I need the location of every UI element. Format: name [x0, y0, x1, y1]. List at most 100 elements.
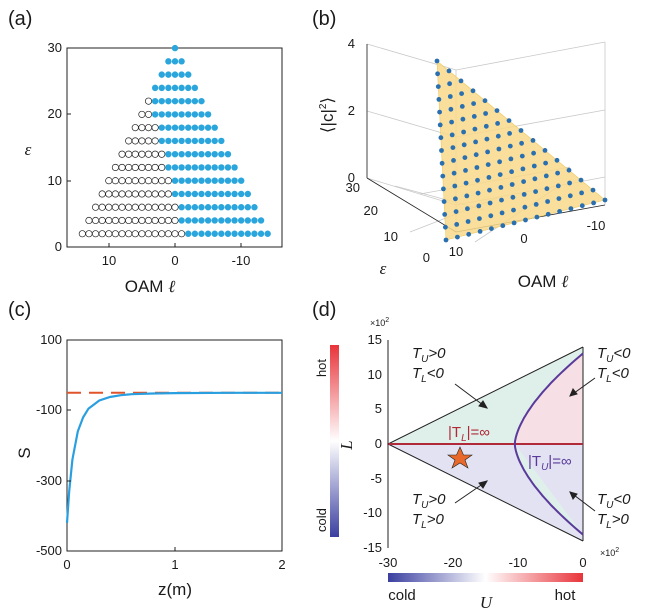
a-point-filled	[204, 204, 212, 211]
b-point	[447, 81, 452, 87]
a-point-filled	[158, 71, 165, 78]
a-point-filled	[211, 164, 218, 171]
b-ztick-4: 4	[348, 36, 355, 51]
a-point-filled	[178, 71, 185, 78]
a-point-filled	[204, 190, 212, 198]
a-point-filled	[264, 230, 271, 237]
d-region-label-ur-2: TL<0	[597, 365, 629, 385]
a-point-open	[144, 163, 153, 171]
b-point	[451, 170, 457, 176]
b-point	[472, 126, 478, 132]
c-xlabel: z(m)	[158, 580, 192, 599]
a-point-open	[78, 230, 86, 238]
a-point-filled	[257, 217, 265, 224]
a-point-filled	[185, 190, 192, 198]
a-point-open	[131, 177, 139, 185]
a-point-open	[144, 150, 153, 158]
b-point	[477, 216, 482, 222]
b-point	[450, 145, 456, 151]
a-point-open	[158, 216, 166, 225]
b-point	[555, 183, 561, 189]
a-point-open	[105, 216, 113, 225]
a-point-open	[105, 230, 113, 238]
a-point-filled	[191, 97, 199, 105]
a-point-open	[125, 203, 133, 211]
b-point	[455, 234, 460, 240]
a-point-filled	[211, 177, 218, 184]
d-region-label-lr-2: TL>0	[597, 511, 629, 531]
b-point	[465, 206, 470, 212]
a-point-open	[92, 203, 100, 211]
d-region-label-lr-1: TU<0	[597, 491, 631, 511]
a-point-filled	[165, 150, 172, 158]
a-point-open	[151, 203, 159, 211]
d-region-lower-right	[514, 444, 583, 535]
a-ytick-20: 20	[48, 106, 62, 121]
b-ytick-0: 0	[423, 250, 430, 265]
b-point	[435, 71, 440, 77]
a-point-open	[158, 150, 166, 158]
b-point	[471, 114, 477, 119]
a-point-filled	[251, 217, 258, 224]
b-point	[519, 153, 525, 159]
b-ztick-0: 0	[348, 170, 355, 185]
a-point-open	[158, 230, 166, 238]
b-point	[475, 177, 480, 183]
a-point-filled	[204, 137, 212, 145]
a-point-open	[118, 177, 126, 185]
a-point-filled	[224, 230, 232, 237]
a-point-open	[111, 177, 119, 185]
a-point-open	[138, 137, 146, 145]
a-point-filled	[178, 164, 185, 171]
d-ytick-m10: -10	[363, 505, 382, 520]
a-point-filled	[158, 124, 165, 131]
a-point-filled	[218, 204, 225, 211]
b-point	[520, 166, 526, 172]
b-point	[488, 213, 494, 219]
b-point	[485, 149, 490, 155]
a-point-filled	[191, 230, 199, 237]
a-point-filled	[171, 58, 179, 65]
a-point-filled	[238, 177, 245, 184]
a-point-filled	[158, 111, 165, 118]
a-point-filled	[211, 190, 218, 198]
a-point-filled	[171, 190, 179, 198]
b-point	[446, 68, 452, 74]
a-point-filled	[178, 111, 185, 118]
a-point-open	[85, 230, 93, 238]
a-point-filled	[191, 124, 199, 131]
a-point-filled	[185, 84, 192, 92]
b-point	[494, 108, 500, 113]
d-colorbar-horizontal	[388, 573, 583, 582]
a-point-open	[151, 137, 159, 145]
a-point-filled	[185, 71, 192, 78]
b-point	[449, 132, 455, 138]
b-point	[495, 121, 500, 126]
a-point-filled	[191, 217, 199, 224]
a-point-open	[118, 163, 126, 171]
a-point-open	[118, 203, 126, 211]
d-region-label-ul-1: TU>0	[412, 345, 446, 365]
d-xtick-m30: -30	[379, 555, 398, 570]
b-ytick-20: 20	[364, 203, 378, 218]
b-point	[521, 179, 526, 185]
a-point-filled	[165, 137, 172, 145]
a-ytick-0: 0	[55, 239, 62, 254]
b-point	[484, 136, 490, 142]
a-point-filled	[251, 230, 258, 237]
a-point-open	[111, 216, 119, 225]
b-point	[449, 119, 454, 125]
a-point-open	[164, 203, 172, 211]
b-point	[533, 202, 539, 207]
a-point-open	[98, 230, 106, 238]
a-point-filled	[185, 97, 192, 105]
a-point-filled	[211, 150, 218, 158]
d-colorbar-v-cold: cold	[314, 508, 329, 532]
b-point	[507, 131, 512, 136]
b-point	[530, 138, 536, 143]
a-point-filled	[165, 111, 172, 118]
a-point-filled	[224, 150, 232, 158]
b-point	[531, 150, 536, 156]
b-point	[545, 211, 551, 217]
b-point	[438, 135, 444, 141]
